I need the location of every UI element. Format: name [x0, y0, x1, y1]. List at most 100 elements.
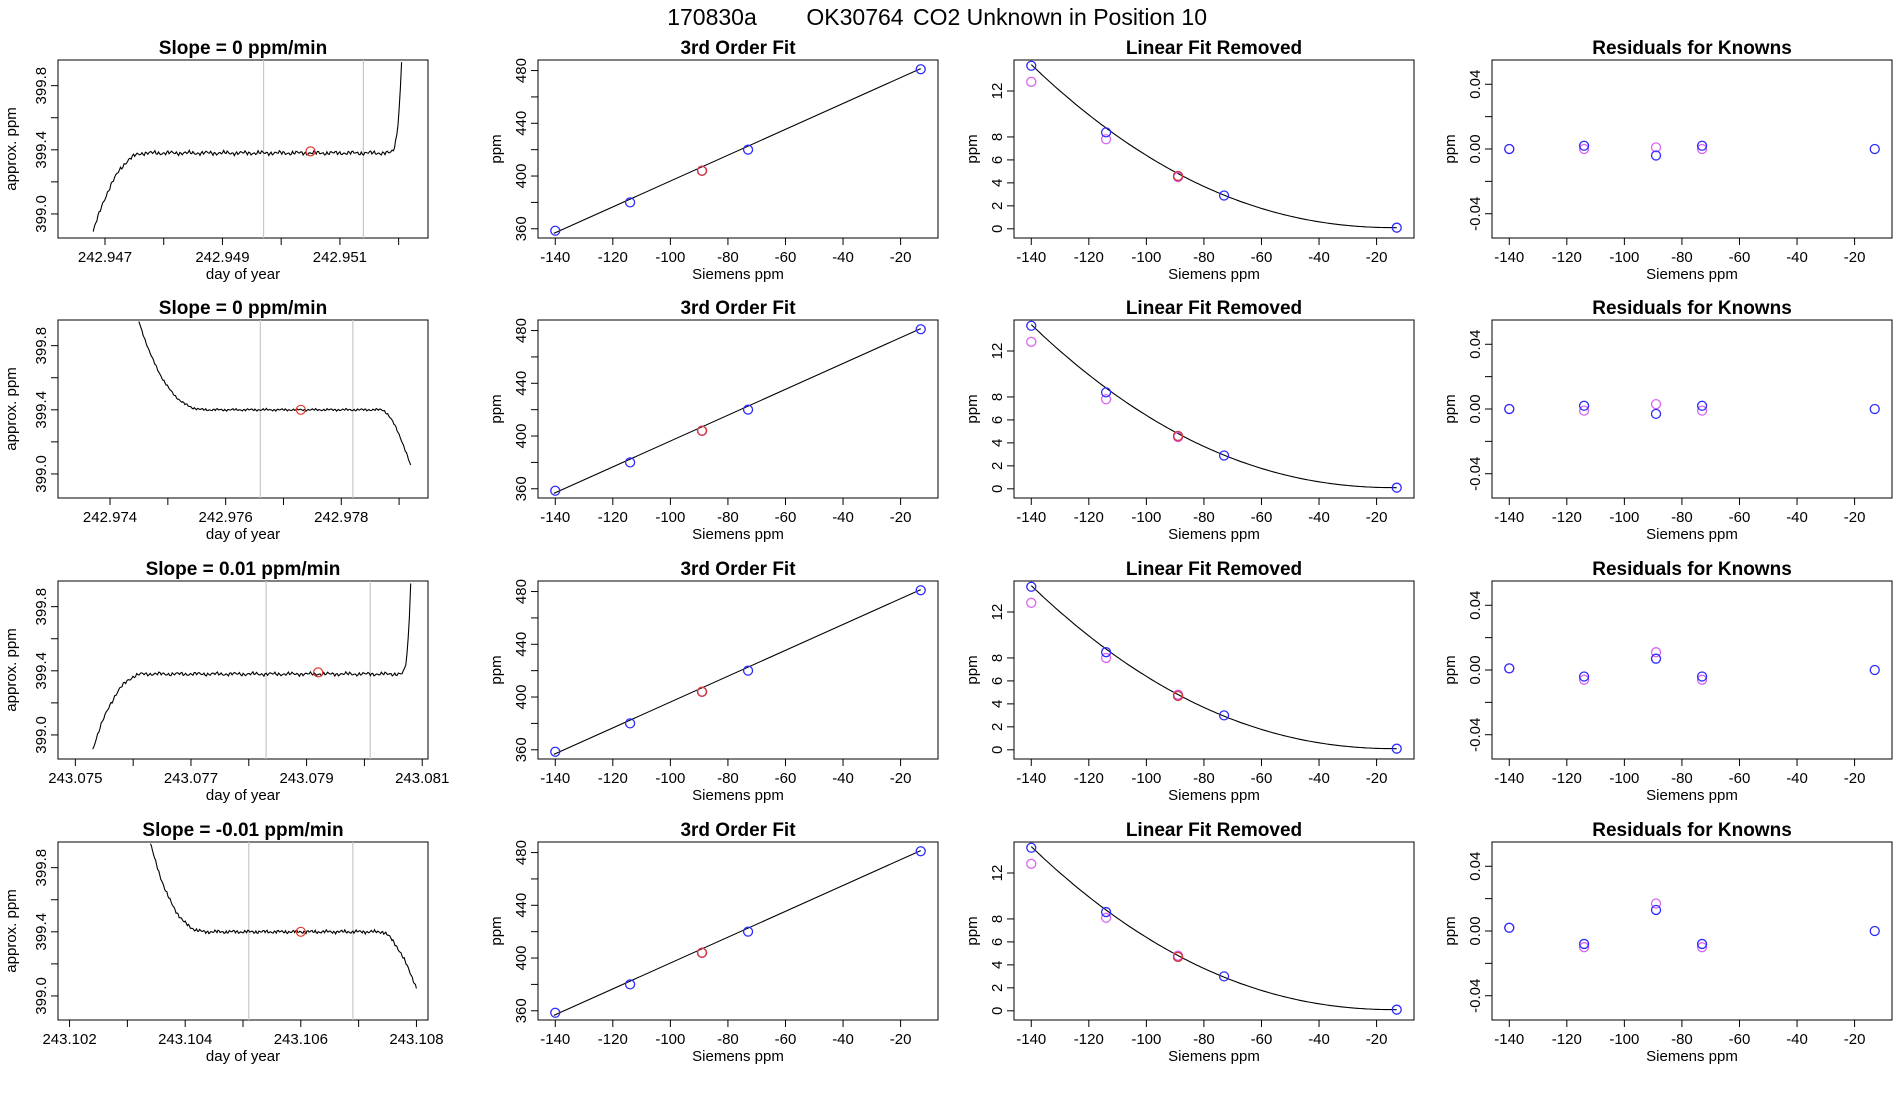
y-tick-label: 360	[513, 998, 530, 1023]
plot-area	[138, 320, 412, 498]
reference-point	[1650, 898, 1662, 909]
x-axis-label: day of year	[206, 1048, 280, 1065]
x-tick-label: -100	[1609, 1031, 1639, 1048]
y-axis-label: ppm	[964, 134, 981, 163]
plot-area	[1504, 398, 1880, 420]
panel-r4c1: Slope = -0.01 ppm/min 243.102 243.104 243.1…	[3, 820, 444, 1065]
y-axis-label: approx. ppm	[3, 107, 20, 190]
y-tick-label: 399.0	[33, 977, 50, 1015]
plot-frame	[1013, 580, 1415, 760]
concentration-trace	[92, 583, 412, 750]
panel-title: Linear Fit Removed	[1126, 559, 1302, 580]
y-axis-label: ppm	[1442, 394, 1459, 423]
x-tick-label: 242.976	[199, 509, 253, 526]
fit-curve	[553, 328, 921, 494]
known-point	[1218, 710, 1230, 721]
x-tick-label: -20	[1366, 509, 1388, 526]
reference-point	[1100, 134, 1112, 145]
x-tick-label: -80	[717, 249, 739, 266]
x-tick-label: -120	[1074, 249, 1104, 266]
y-tick-label: 6	[989, 156, 1006, 164]
known-point	[1218, 190, 1230, 201]
known-point	[1504, 143, 1515, 155]
x-tick-label: -80	[717, 770, 739, 787]
x-tick-label: -80	[717, 1031, 739, 1048]
y-tick-label: 0.00	[1467, 916, 1484, 945]
x-tick-label: -40	[1786, 1031, 1808, 1048]
panel-title: 3rd Order Fit	[680, 820, 796, 841]
plot-frame	[537, 841, 939, 1021]
x-tick-label: -60	[1729, 509, 1751, 526]
unknown-point	[313, 667, 324, 678]
y-tick-label: 12	[989, 83, 1006, 100]
y-tick-label: 4	[989, 439, 1006, 447]
x-tick-label: -140	[540, 1031, 570, 1048]
y-axis-label: approx. ppm	[3, 628, 20, 711]
x-axis-label: Siemens ppm	[1646, 266, 1738, 283]
plot-frame	[1013, 841, 1415, 1021]
reference-point	[1650, 142, 1662, 153]
reference-point	[1026, 76, 1037, 87]
plot-area	[550, 585, 926, 757]
x-tick-label: -120	[1074, 1031, 1104, 1048]
y-tick-label: 399.0	[33, 716, 50, 754]
reference-point	[1696, 405, 1708, 416]
plot-area	[92, 581, 412, 759]
known-point	[624, 197, 636, 208]
known-point	[1504, 403, 1515, 415]
reference-point	[1100, 652, 1112, 664]
known-point	[1100, 387, 1112, 398]
y-tick-label: 400	[513, 424, 530, 449]
plot-frame	[57, 580, 429, 760]
y-tick-label: 440	[513, 893, 530, 918]
known-point	[1578, 140, 1590, 151]
known-point	[1391, 482, 1402, 493]
y-axis-label: ppm	[964, 916, 981, 945]
x-tick-label: -60	[775, 509, 797, 526]
plot-area	[1504, 140, 1880, 161]
figure-title-tank-id: OK30764	[806, 4, 903, 30]
plot-frame	[1491, 580, 1893, 760]
y-tick-label: 399.4	[33, 652, 50, 690]
x-tick-label: -140	[1016, 509, 1046, 526]
x-tick-label: -60	[1729, 1031, 1751, 1048]
y-tick-label: 12	[989, 343, 1006, 360]
x-tick-label: -40	[1308, 1031, 1330, 1048]
x-tick-label: -40	[1786, 509, 1808, 526]
y-tick-label: 2	[989, 462, 1006, 470]
known-point	[1578, 400, 1590, 411]
plot-area	[1026, 60, 1402, 233]
known-point	[1650, 653, 1662, 664]
x-tick-label: -100	[1609, 770, 1639, 787]
x-tick-label: 242.951	[313, 249, 367, 266]
panel-r4c4: Residuals for Knowns -140 -120 -100 -80 -60 -4…	[1442, 820, 1893, 1065]
known-point	[1218, 971, 1230, 982]
x-tick-label: 243.077	[164, 770, 218, 787]
x-tick-label: -100	[1131, 249, 1161, 266]
x-tick-label: -120	[1074, 770, 1104, 787]
y-axis-label: ppm	[488, 916, 505, 945]
x-tick-label: -100	[1131, 509, 1161, 526]
panel-title: Slope = 0 ppm/min	[159, 298, 327, 319]
unknown-point	[1172, 951, 1184, 962]
y-tick-label: 480	[513, 579, 530, 604]
fit-curve	[1030, 64, 1397, 229]
plot-frame	[537, 59, 939, 239]
plot-area	[1504, 647, 1880, 685]
reference-point	[1100, 912, 1112, 923]
y-tick-label: 0.04	[1467, 852, 1484, 881]
panel-r4c3: Linear Fit Removed -140 -120 -100 -80 -60 -40 -…	[964, 820, 1415, 1065]
y-tick-label: 399.8	[33, 67, 50, 105]
known-point	[742, 665, 754, 676]
y-tick-label: 2	[989, 723, 1006, 731]
x-tick-label: -140	[540, 249, 570, 266]
known-point	[1100, 647, 1112, 658]
y-tick-label: 399.0	[33, 455, 50, 493]
y-axis-label: approx. ppm	[3, 889, 20, 972]
x-tick-label: -40	[1786, 770, 1808, 787]
figure-title-description: CO2 Unknown in Position 10	[913, 4, 1207, 30]
reference-point	[1026, 597, 1037, 608]
known-point	[1100, 906, 1112, 918]
x-tick-label: -80	[1193, 249, 1215, 266]
known-point	[550, 746, 561, 757]
